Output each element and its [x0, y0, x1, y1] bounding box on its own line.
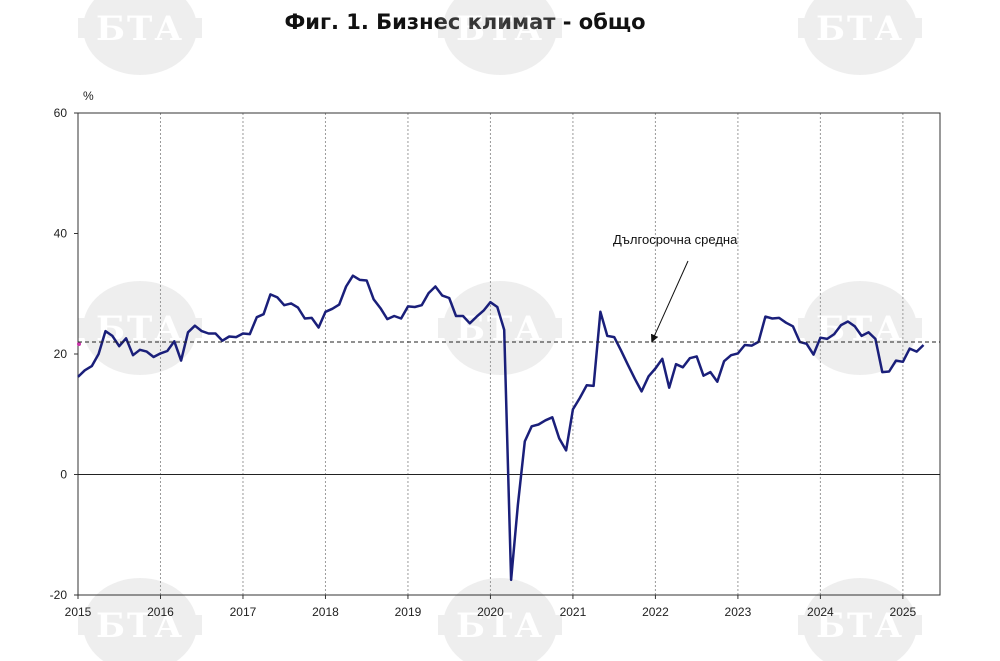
x-tick-label: 2018	[312, 605, 339, 619]
watermark-text: БТА	[96, 309, 184, 349]
watermark-logo: БТА	[78, 578, 202, 661]
watermark-circle	[443, 578, 557, 661]
watermark-circle	[803, 578, 917, 661]
start-marker	[77, 341, 81, 346]
watermark-text: БТА	[96, 606, 184, 646]
watermark-band	[798, 318, 922, 338]
x-tick-label: 2022	[642, 605, 669, 619]
x-tick-label: 2017	[230, 605, 257, 619]
annotation-label: Дългосрочна средна	[613, 232, 738, 247]
annotation-arrow	[650, 260, 689, 343]
watermark-band	[78, 615, 202, 635]
watermark-text: БТА	[456, 606, 544, 646]
watermark-circle	[83, 0, 197, 75]
watermark-logo: БТА	[78, 281, 202, 375]
x-tick-label: 2020	[477, 605, 504, 619]
watermark-circle	[83, 578, 197, 661]
watermark-band	[798, 18, 922, 38]
axes: 2015 2016 2017 2018 2019 2020 2021 2022 2023 2024…	[50, 89, 940, 619]
watermark-band	[438, 615, 562, 635]
series-layer	[77, 274, 925, 582]
watermark-band	[798, 615, 922, 635]
annotation-layer: Дългосрочна средна	[78, 232, 940, 343]
watermark-text: БТА	[96, 9, 184, 49]
watermark-circle	[803, 281, 917, 375]
watermark-logo: БТА	[798, 578, 922, 661]
watermark-logo: БТА	[438, 281, 562, 375]
watermark-text: БТА	[816, 606, 904, 646]
watermark-circle	[443, 0, 557, 75]
y-tick-label: 40	[54, 227, 68, 241]
x-tick-label: 2023	[725, 605, 752, 619]
x-tick-label: 2016	[147, 605, 174, 619]
watermark-logo: БТА	[78, 0, 202, 75]
x-tick-label: 2025	[890, 605, 917, 619]
watermark-text: БТА	[816, 9, 904, 49]
watermark-logo: БТА	[798, 0, 922, 75]
watermark-text: БТА	[456, 9, 544, 49]
y-tick-label: 0	[60, 468, 67, 482]
y-tick-label: 60	[54, 106, 68, 120]
watermark-band	[438, 18, 562, 38]
x-tick-label: 2024	[807, 605, 834, 619]
y-tick-label: -20	[50, 588, 68, 602]
watermark-band	[78, 18, 202, 38]
chart-title: Фиг. 1. Бизнес климат - общо	[284, 10, 646, 34]
x-tick-label: 2015	[65, 605, 92, 619]
watermark-text: БТА	[816, 309, 904, 349]
watermark-circle	[83, 281, 197, 375]
watermark-logo: БТА	[438, 578, 562, 661]
watermark-circle	[443, 281, 557, 375]
y-axis-unit: %	[83, 89, 94, 103]
y-tick-label: 20	[54, 347, 68, 361]
watermark-circle	[803, 0, 917, 75]
watermark-logo: БТА	[438, 0, 562, 75]
x-tick-label: 2021	[560, 605, 587, 619]
x-tick-label: 2019	[395, 605, 422, 619]
business-climate-line	[77, 274, 925, 582]
